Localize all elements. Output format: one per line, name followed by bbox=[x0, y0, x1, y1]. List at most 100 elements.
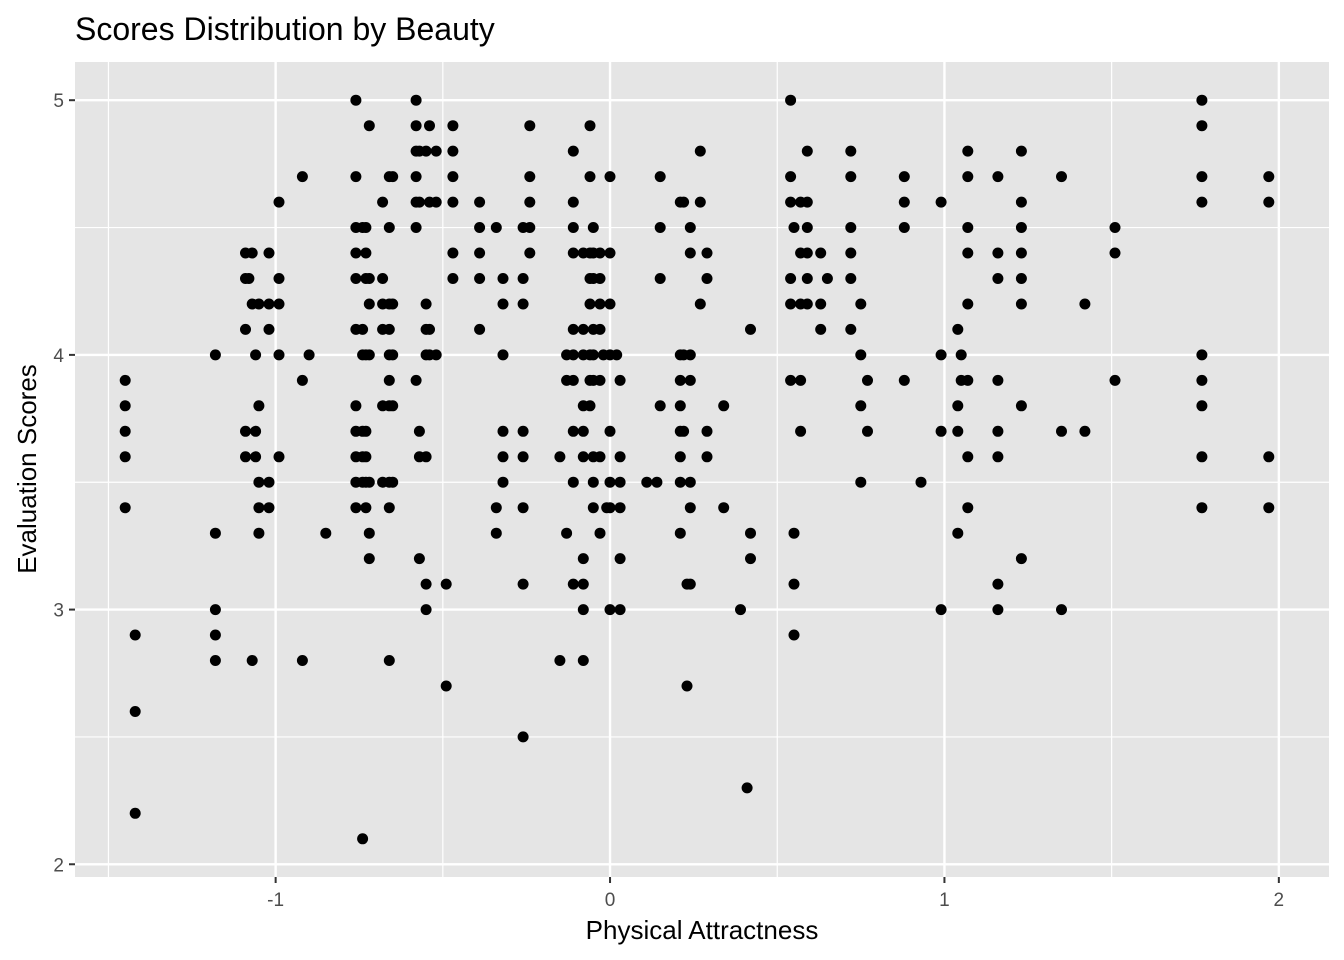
data-point bbox=[962, 298, 974, 310]
data-point bbox=[785, 196, 797, 208]
data-point bbox=[209, 527, 221, 539]
data-point bbox=[1015, 196, 1027, 208]
data-point bbox=[209, 655, 221, 666]
data-point bbox=[490, 527, 502, 539]
data-point bbox=[701, 273, 713, 284]
data-point bbox=[785, 273, 797, 284]
data-point bbox=[1263, 171, 1275, 183]
data-point bbox=[735, 604, 746, 616]
data-point bbox=[430, 196, 442, 208]
data-point bbox=[303, 349, 315, 361]
data-point bbox=[567, 578, 579, 590]
data-point bbox=[654, 222, 666, 233]
data-point bbox=[1015, 298, 1027, 310]
data-point bbox=[447, 171, 459, 183]
data-point bbox=[1196, 349, 1208, 361]
data-point bbox=[474, 222, 486, 233]
data-point bbox=[992, 451, 1004, 463]
data-point bbox=[801, 145, 813, 157]
data-point bbox=[567, 476, 579, 488]
data-point bbox=[681, 680, 693, 692]
x-tick-label: 1 bbox=[939, 890, 950, 911]
data-point bbox=[584, 120, 596, 132]
data-point bbox=[350, 171, 362, 183]
data-point bbox=[413, 425, 425, 437]
data-point bbox=[350, 94, 362, 106]
data-point bbox=[474, 273, 486, 284]
data-point bbox=[745, 553, 756, 565]
data-point bbox=[474, 247, 486, 259]
data-point bbox=[273, 298, 285, 310]
data-point bbox=[614, 604, 626, 616]
data-point bbox=[801, 222, 813, 233]
data-point bbox=[263, 298, 275, 310]
data-point bbox=[567, 145, 579, 157]
data-point bbox=[1056, 425, 1067, 437]
data-point bbox=[962, 145, 974, 157]
x-axis: -1 0 1 2 bbox=[267, 877, 1284, 911]
data-point bbox=[413, 196, 425, 208]
data-point bbox=[788, 527, 800, 539]
data-point bbox=[594, 247, 606, 259]
data-point bbox=[273, 451, 285, 463]
data-point bbox=[246, 655, 258, 666]
data-point bbox=[604, 476, 616, 488]
data-point bbox=[674, 400, 686, 412]
data-point bbox=[788, 222, 800, 233]
x-axis-title: Physical Attractness bbox=[586, 915, 819, 945]
data-point bbox=[524, 247, 536, 259]
data-point bbox=[253, 502, 265, 514]
data-point bbox=[440, 578, 452, 590]
data-point bbox=[577, 323, 589, 335]
data-point bbox=[701, 451, 713, 463]
data-point bbox=[410, 94, 422, 106]
data-point bbox=[296, 374, 308, 386]
y-tick-label: 4 bbox=[53, 346, 64, 367]
data-point bbox=[678, 425, 690, 437]
data-point bbox=[694, 298, 706, 310]
data-point bbox=[383, 222, 395, 233]
data-point bbox=[604, 298, 616, 310]
data-point bbox=[387, 400, 399, 412]
data-point bbox=[377, 273, 389, 284]
data-point bbox=[490, 502, 502, 514]
y-tick-label: 3 bbox=[53, 601, 64, 622]
data-point bbox=[524, 222, 536, 233]
data-point bbox=[862, 374, 873, 386]
data-point bbox=[240, 425, 251, 437]
data-point bbox=[209, 629, 221, 641]
data-point bbox=[320, 527, 332, 539]
data-point bbox=[447, 247, 459, 259]
data-point bbox=[424, 323, 435, 335]
data-point bbox=[701, 247, 713, 259]
data-point bbox=[363, 349, 375, 361]
data-point bbox=[1015, 145, 1027, 157]
data-point bbox=[360, 247, 372, 259]
data-point bbox=[447, 120, 459, 132]
chart-title: Scores Distribution by Beauty bbox=[75, 11, 495, 47]
y-tick-label: 5 bbox=[53, 91, 64, 112]
data-point bbox=[684, 476, 696, 488]
data-point bbox=[955, 349, 967, 361]
data-point bbox=[952, 400, 964, 412]
data-point bbox=[413, 553, 425, 565]
data-point bbox=[801, 247, 813, 259]
data-point bbox=[497, 451, 509, 463]
data-point bbox=[587, 502, 599, 514]
data-point bbox=[992, 425, 1004, 437]
data-point bbox=[209, 604, 221, 616]
data-point bbox=[962, 451, 974, 463]
data-point bbox=[424, 120, 435, 132]
data-point bbox=[497, 298, 509, 310]
data-point bbox=[1196, 94, 1208, 106]
data-point bbox=[240, 451, 251, 463]
data-point bbox=[614, 476, 626, 488]
data-point bbox=[584, 400, 596, 412]
data-point bbox=[253, 527, 265, 539]
y-axis: 2 3 4 5 bbox=[53, 91, 75, 876]
data-point bbox=[360, 425, 372, 437]
data-point bbox=[952, 527, 964, 539]
data-point bbox=[684, 578, 696, 590]
data-point bbox=[855, 298, 867, 310]
data-point bbox=[517, 425, 529, 437]
